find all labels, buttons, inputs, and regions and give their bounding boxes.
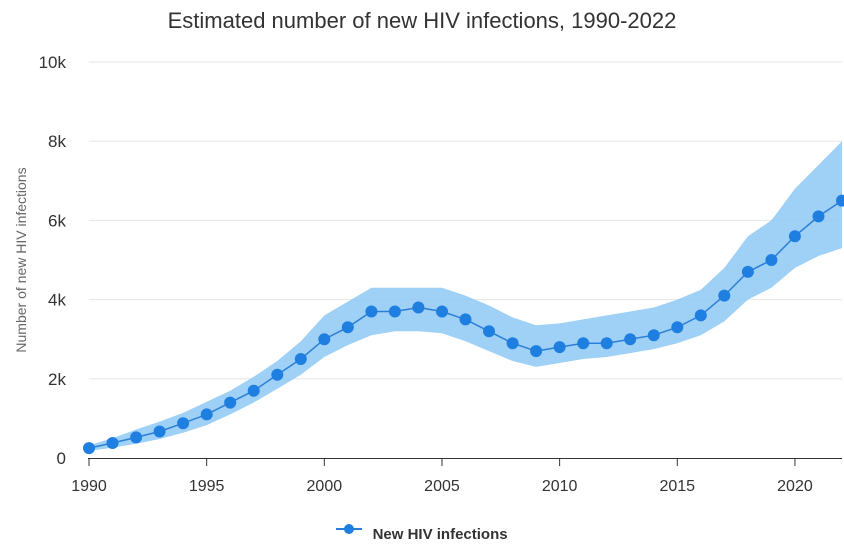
y-tick-label: 4k (48, 291, 66, 310)
data-point (812, 210, 825, 223)
data-point (341, 321, 354, 334)
data-point (459, 313, 472, 326)
y-tick-label: 0 (57, 449, 66, 468)
data-point (506, 337, 519, 350)
data-point (694, 309, 707, 322)
x-tick-label: 2005 (424, 478, 460, 495)
data-point (294, 353, 307, 365)
data-point (765, 254, 778, 266)
data-point (247, 384, 260, 397)
legend[interactable]: New HIV infections (0, 523, 844, 543)
x-tick-label: 1995 (189, 478, 225, 495)
data-point (741, 265, 754, 278)
legend-label: New HIV infections (372, 526, 508, 543)
chart-title: Estimated number of new HIV infections, … (167, 8, 677, 33)
data-point (130, 431, 143, 444)
data-point (412, 301, 425, 314)
y-tick-label: 2k (48, 370, 66, 389)
x-tick-label: 2020 (777, 478, 813, 495)
y-axis-label: Number of new HIV infections (13, 167, 29, 352)
x-tick-label: 2000 (307, 478, 343, 495)
data-point (436, 305, 448, 318)
data-points (83, 194, 844, 455)
data-point (224, 396, 237, 409)
legend-swatch (336, 523, 363, 535)
data-point (671, 321, 684, 334)
x-tick-label: 2015 (659, 478, 695, 495)
x-tick-label: 1990 (71, 478, 107, 495)
data-point (553, 341, 566, 354)
data-point (318, 333, 331, 346)
data-point (600, 337, 613, 350)
data-point (153, 425, 166, 438)
axes: 0 2k 4k 6k 8k 10k 1990 1995 2000 2005 2010 2015 2020 (39, 53, 842, 495)
y-tick-label: 10k (39, 53, 67, 72)
data-point (365, 305, 378, 318)
data-point (836, 194, 844, 207)
data-point (200, 408, 213, 421)
data-point (106, 437, 119, 449)
data-point (83, 442, 95, 455)
data-point (718, 289, 731, 302)
data-point (271, 368, 284, 381)
y-tick-label: 8k (48, 132, 66, 151)
data-point (788, 230, 801, 243)
data-point (577, 337, 590, 350)
data-point (388, 305, 401, 318)
data-point (177, 417, 190, 430)
data-point (624, 333, 637, 346)
y-tick-label: 6k (48, 211, 66, 230)
data-point (647, 329, 660, 342)
x-tick-label: 2010 (542, 478, 578, 495)
data-point (483, 325, 495, 338)
data-point (530, 345, 543, 358)
